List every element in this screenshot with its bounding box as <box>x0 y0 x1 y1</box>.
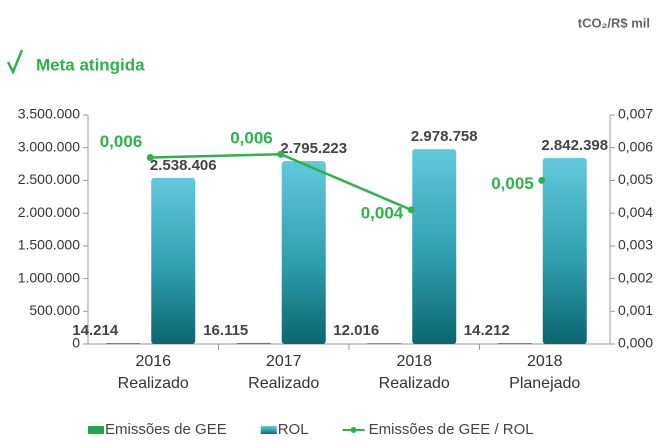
legend-marker <box>350 427 357 433</box>
y-tick-label: 0 <box>72 335 80 351</box>
legend-swatch <box>260 426 277 434</box>
data-label: 14.214 <box>72 322 119 339</box>
bar <box>497 343 532 344</box>
line-label: 0,006 <box>100 132 143 151</box>
y-tick-label: 2.500.000 <box>18 171 80 187</box>
legend-label: Emissões de GEE <box>105 421 227 438</box>
x-tick-label: Planejado <box>509 375 580 392</box>
y2-tick-label: 0,004 <box>618 204 653 220</box>
y-tick-label: 1.500.000 <box>18 237 80 253</box>
unit-label: tCO₂/R$ mil <box>578 15 650 30</box>
x-tick-label: 2016 <box>135 353 171 370</box>
line-point <box>146 154 154 162</box>
bar <box>542 158 587 344</box>
line-point <box>407 206 415 214</box>
y2-tick-label: 0,001 <box>618 302 653 318</box>
x-tick-label: 2018 <box>396 353 432 370</box>
line-label: 0,005 <box>491 174 534 193</box>
line-point <box>277 150 285 158</box>
line-point <box>538 176 546 184</box>
y2-tick-label: 0,007 <box>618 106 653 122</box>
data-label: 2.538.406 <box>150 157 217 174</box>
bar <box>281 161 326 344</box>
y2-tick-label: 0,003 <box>618 237 653 253</box>
check-icon <box>6 49 24 76</box>
y-tick-label: 2.000.000 <box>18 204 80 220</box>
data-label: 12.016 <box>333 322 379 339</box>
x-tick-label: Realizado <box>118 375 189 392</box>
bar <box>151 177 196 344</box>
data-label: 2.795.223 <box>280 140 347 157</box>
data-label: 2.978.758 <box>411 128 478 145</box>
data-label: 2.842.398 <box>541 137 608 154</box>
line-label: 0,006 <box>230 129 273 148</box>
bar <box>367 343 402 344</box>
y2-tick-label: 0,000 <box>618 335 653 351</box>
y2-tick-label: 0,006 <box>618 138 653 154</box>
bar <box>412 149 457 344</box>
bar <box>236 342 271 344</box>
line-label: 0,004 <box>361 203 404 222</box>
y2-tick-label: 0,005 <box>618 171 653 187</box>
legend-swatch <box>88 426 104 434</box>
y-tick-label: 500.000 <box>29 302 80 318</box>
x-tick-label: Realizado <box>379 375 450 392</box>
y-tick-label: 3.500.000 <box>18 106 80 122</box>
legend-label: ROL <box>278 421 309 438</box>
x-tick-label: Realizado <box>248 375 319 392</box>
x-tick-label: 2018 <box>527 353 563 370</box>
y-tick-label: 1.000.000 <box>18 269 80 285</box>
y2-tick-label: 0,002 <box>618 269 653 285</box>
data-label: 16.115 <box>203 322 248 339</box>
data-label: 14.212 <box>464 322 510 339</box>
x-tick-label: 2017 <box>266 353 302 370</box>
bar <box>106 343 141 344</box>
y-tick-label: 3.000.000 <box>18 138 80 154</box>
chart-title: Meta atingida <box>36 55 145 74</box>
legend-label: Emissões de GEE / ROL <box>369 421 534 438</box>
